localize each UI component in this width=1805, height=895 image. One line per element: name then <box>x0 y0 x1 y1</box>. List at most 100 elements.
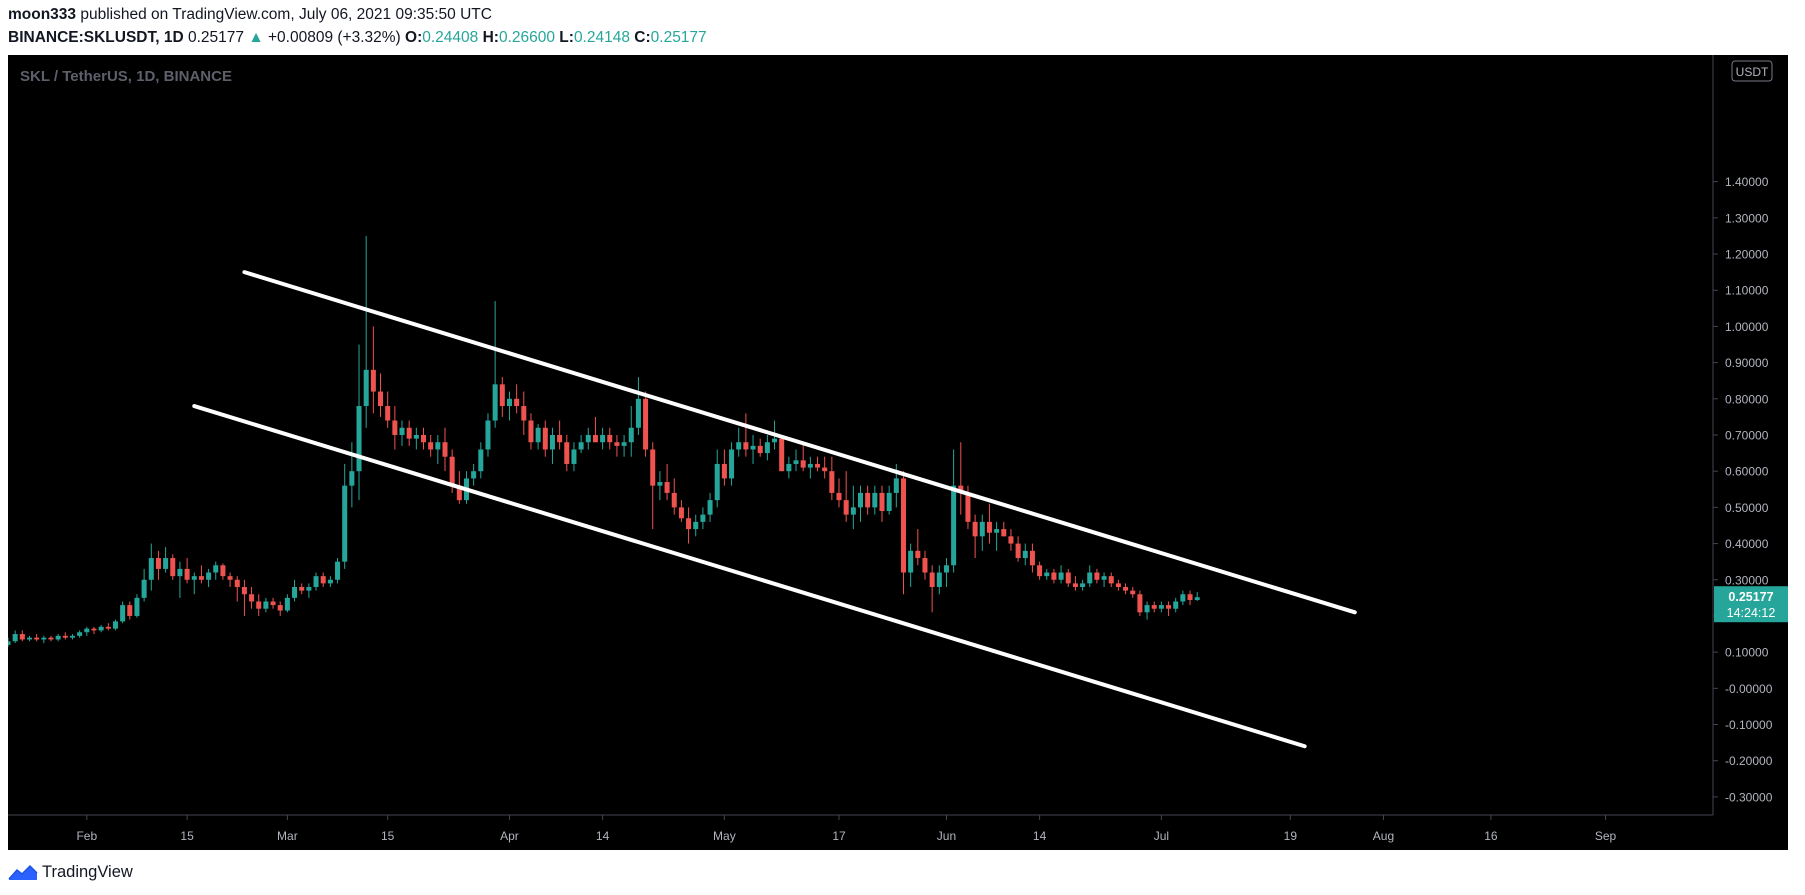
candle-body <box>1166 605 1172 609</box>
candle-body <box>1058 572 1064 580</box>
candle-body <box>1072 583 1078 587</box>
low-label: L: <box>559 29 574 46</box>
candle-body <box>958 485 964 493</box>
candle-body <box>1101 576 1107 580</box>
candle-body <box>628 427 634 443</box>
time-tick-label: Sep <box>1595 829 1617 843</box>
candle-body <box>600 435 606 443</box>
candle-body <box>707 500 713 515</box>
candle-body <box>1115 583 1121 587</box>
candle-body <box>671 492 677 508</box>
candle-body <box>8 641 11 645</box>
candle-body <box>184 568 190 580</box>
close-label: C: <box>634 29 651 46</box>
candle-body <box>48 637 54 640</box>
candle-body <box>1173 601 1179 609</box>
candle-body <box>270 601 276 606</box>
candle-body <box>471 471 477 479</box>
candle-body <box>922 558 928 573</box>
time-tick-label: May <box>713 829 736 843</box>
time-tick-label: Jun <box>937 829 956 843</box>
candle-body <box>385 406 391 421</box>
price-tick-label: -0.10000 <box>1725 718 1773 732</box>
candle-body <box>449 456 455 486</box>
candle-body <box>170 558 176 577</box>
up-arrow-icon: ▲ <box>248 29 264 46</box>
price-tick-label: 0.50000 <box>1725 501 1769 515</box>
time-tick-label: 15 <box>381 829 395 843</box>
candle-body <box>721 463 727 479</box>
currency-badge[interactable] <box>1731 60 1773 82</box>
candle-body <box>1144 605 1150 613</box>
candle-body <box>1187 594 1193 601</box>
candle-body <box>12 634 18 642</box>
candle-body <box>1123 587 1129 591</box>
candle-body <box>900 478 906 573</box>
candle-body <box>822 467 828 472</box>
price-tick-label: 0.40000 <box>1725 537 1769 551</box>
candle-body <box>1194 597 1200 600</box>
chart-background <box>8 55 1788 850</box>
candle-body <box>363 369 369 407</box>
candle-body <box>392 420 398 435</box>
trendlines-layer[interactable] <box>192 270 1357 749</box>
last-price: 0.25177 <box>188 29 245 46</box>
price-axis-panel[interactable] <box>1713 55 1788 850</box>
tradingview-logo-icon <box>8 864 38 880</box>
candle-body <box>84 628 90 633</box>
candle-body <box>19 634 25 640</box>
price-tick-label: 0.90000 <box>1725 356 1769 370</box>
candle-body <box>499 384 505 407</box>
candle-body <box>478 449 484 472</box>
candle-body <box>77 632 83 636</box>
candle-body <box>234 579 240 587</box>
candle-body <box>886 492 892 511</box>
candle-body <box>1137 594 1143 613</box>
candle-body <box>284 597 290 611</box>
candle-body <box>936 572 942 587</box>
candle-body <box>112 621 118 629</box>
time-tick-label: 19 <box>1284 829 1298 843</box>
candle-body <box>578 442 584 450</box>
candle-body <box>1044 572 1050 577</box>
candle-body <box>120 605 126 622</box>
candle-body <box>564 442 570 464</box>
candle-body <box>127 605 133 616</box>
candle-body <box>220 565 226 577</box>
candle-body <box>1158 605 1164 609</box>
time-tick-label: 17 <box>832 829 846 843</box>
time-tick-label: 15 <box>180 829 194 843</box>
candle-body <box>857 492 864 508</box>
candle-body <box>793 460 799 464</box>
candle-body <box>306 587 312 591</box>
candle-body <box>635 398 641 428</box>
candle-body <box>714 463 720 501</box>
candle-body <box>155 558 161 569</box>
candle-body <box>277 605 283 611</box>
candle-body <box>69 635 75 638</box>
candle-body <box>979 521 985 537</box>
footer-brand[interactable]: TradingView <box>8 860 133 884</box>
price-tick-label: 1.30000 <box>1725 211 1769 225</box>
candle-body <box>1151 605 1157 609</box>
candle-body <box>535 427 541 443</box>
price-tick-label: -0.20000 <box>1725 754 1773 768</box>
candle-body <box>850 507 856 515</box>
candle-body <box>1029 550 1035 566</box>
author-name[interactable]: moon333 <box>8 6 77 23</box>
price-tick-label: 1.20000 <box>1725 248 1769 262</box>
time-axis-panel[interactable] <box>8 815 1788 850</box>
candle-body <box>406 427 412 439</box>
price-chart[interactable]: -0.30000 -0.20000 -0.10000 -0.00000 0.10000 0… <box>8 55 1788 850</box>
candle-body <box>342 485 348 562</box>
candle-body <box>815 463 821 468</box>
channel-trendline <box>192 404 1307 749</box>
candle-body <box>34 637 40 640</box>
candle-body <box>929 572 935 587</box>
price-axis-labels: -0.30000 -0.20000 -0.10000 -0.00000 0.10000 0… <box>1713 175 1773 804</box>
candle-body <box>134 597 140 616</box>
candle-body <box>729 449 735 479</box>
candle-body <box>299 587 305 591</box>
candle-body <box>55 635 61 640</box>
candle-body <box>1022 550 1028 559</box>
